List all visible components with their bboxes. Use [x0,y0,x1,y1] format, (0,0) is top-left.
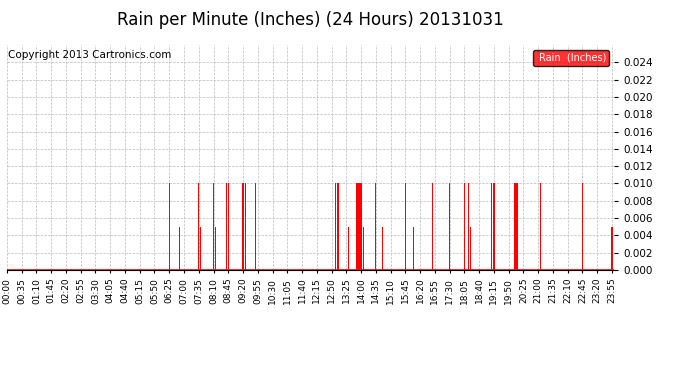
Bar [405,183,406,270]
Bar [493,183,495,270]
Bar [517,183,518,270]
Bar [382,227,383,270]
Bar [348,227,349,270]
Bar [198,183,199,270]
Bar [356,183,357,270]
Bar [168,183,170,270]
Bar [464,183,465,270]
Bar [470,227,471,270]
Bar [468,183,469,270]
Bar [200,227,201,270]
Bar [255,183,256,270]
Bar [226,183,227,270]
Bar [491,183,493,270]
Bar [360,183,362,270]
Bar [362,227,364,270]
Bar [242,183,244,270]
Bar [432,183,433,270]
Bar [449,183,451,270]
Bar [335,183,337,270]
Bar [244,183,246,270]
Bar [213,183,214,270]
Bar [582,183,583,270]
Text: Copyright 2013 Cartronics.com: Copyright 2013 Cartronics.com [8,50,171,60]
Bar [358,183,359,270]
Bar [611,227,613,270]
Bar [228,183,229,270]
Bar [514,183,515,270]
Bar [179,227,180,270]
Bar [375,183,377,270]
Bar [215,227,216,270]
Bar [540,183,541,270]
Bar [413,227,415,270]
Text: Rain per Minute (Inches) (24 Hours) 20131031: Rain per Minute (Inches) (24 Hours) 2013… [117,11,504,29]
Legend: Rain  (Inches): Rain (Inches) [533,50,609,66]
Bar [337,183,339,270]
